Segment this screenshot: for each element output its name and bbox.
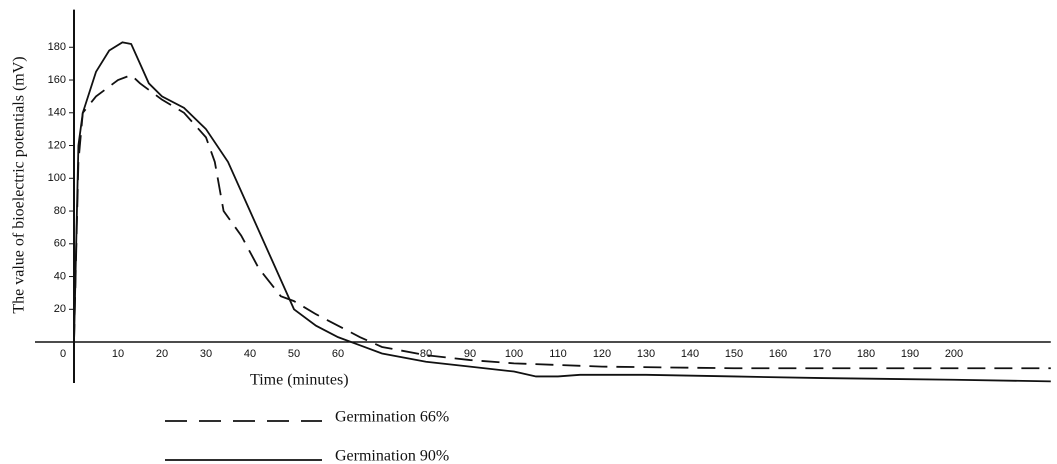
y-tick-label: 100 (48, 172, 66, 184)
y-tick-label: 120 (48, 139, 66, 151)
y-tick-label: 140 (48, 107, 66, 119)
legend-label: Germination 90% (335, 448, 449, 464)
x-tick-label: 0 (60, 348, 66, 360)
series-line (73, 41, 1051, 383)
x-tick-label: 90 (464, 348, 476, 360)
x-tick-label: 50 (288, 348, 300, 360)
x-tick-label: 30 (200, 348, 212, 360)
x-tick-label: 100 (505, 348, 523, 360)
x-tick-label: 40 (244, 348, 256, 360)
x-tick-label: 140 (681, 348, 699, 360)
x-tick-label: 200 (945, 348, 963, 360)
x-tick-label: 170 (813, 348, 831, 360)
y-axis-label: The value of bioelectric potentials (mV) (11, 56, 28, 313)
x-tick-label: 150 (725, 348, 743, 360)
x-axis-label: Time (minutes) (250, 372, 349, 389)
y-tick-label: 20 (54, 303, 66, 315)
y-tick-label: 80 (54, 205, 66, 217)
x-tick-label: 120 (593, 348, 611, 360)
x-tick-label: 80 (420, 348, 432, 360)
x-tick-label: 180 (857, 348, 875, 360)
series-line (73, 74, 1051, 370)
y-tick-label: 180 (48, 41, 66, 53)
y-tick-label: 60 (54, 238, 66, 250)
x-tick-label: 190 (901, 348, 919, 360)
legend-label: Germination 66% (335, 409, 449, 426)
x-tick-label: 130 (637, 348, 655, 360)
x-tick-label: 20 (156, 348, 168, 360)
y-tick-label: 160 (48, 74, 66, 86)
x-tick-label: 60 (332, 348, 344, 360)
x-tick-label: 160 (769, 348, 787, 360)
x-tick-label: 10 (112, 348, 124, 360)
x-tick-label: 110 (549, 348, 567, 360)
y-tick-label: 40 (54, 270, 66, 282)
